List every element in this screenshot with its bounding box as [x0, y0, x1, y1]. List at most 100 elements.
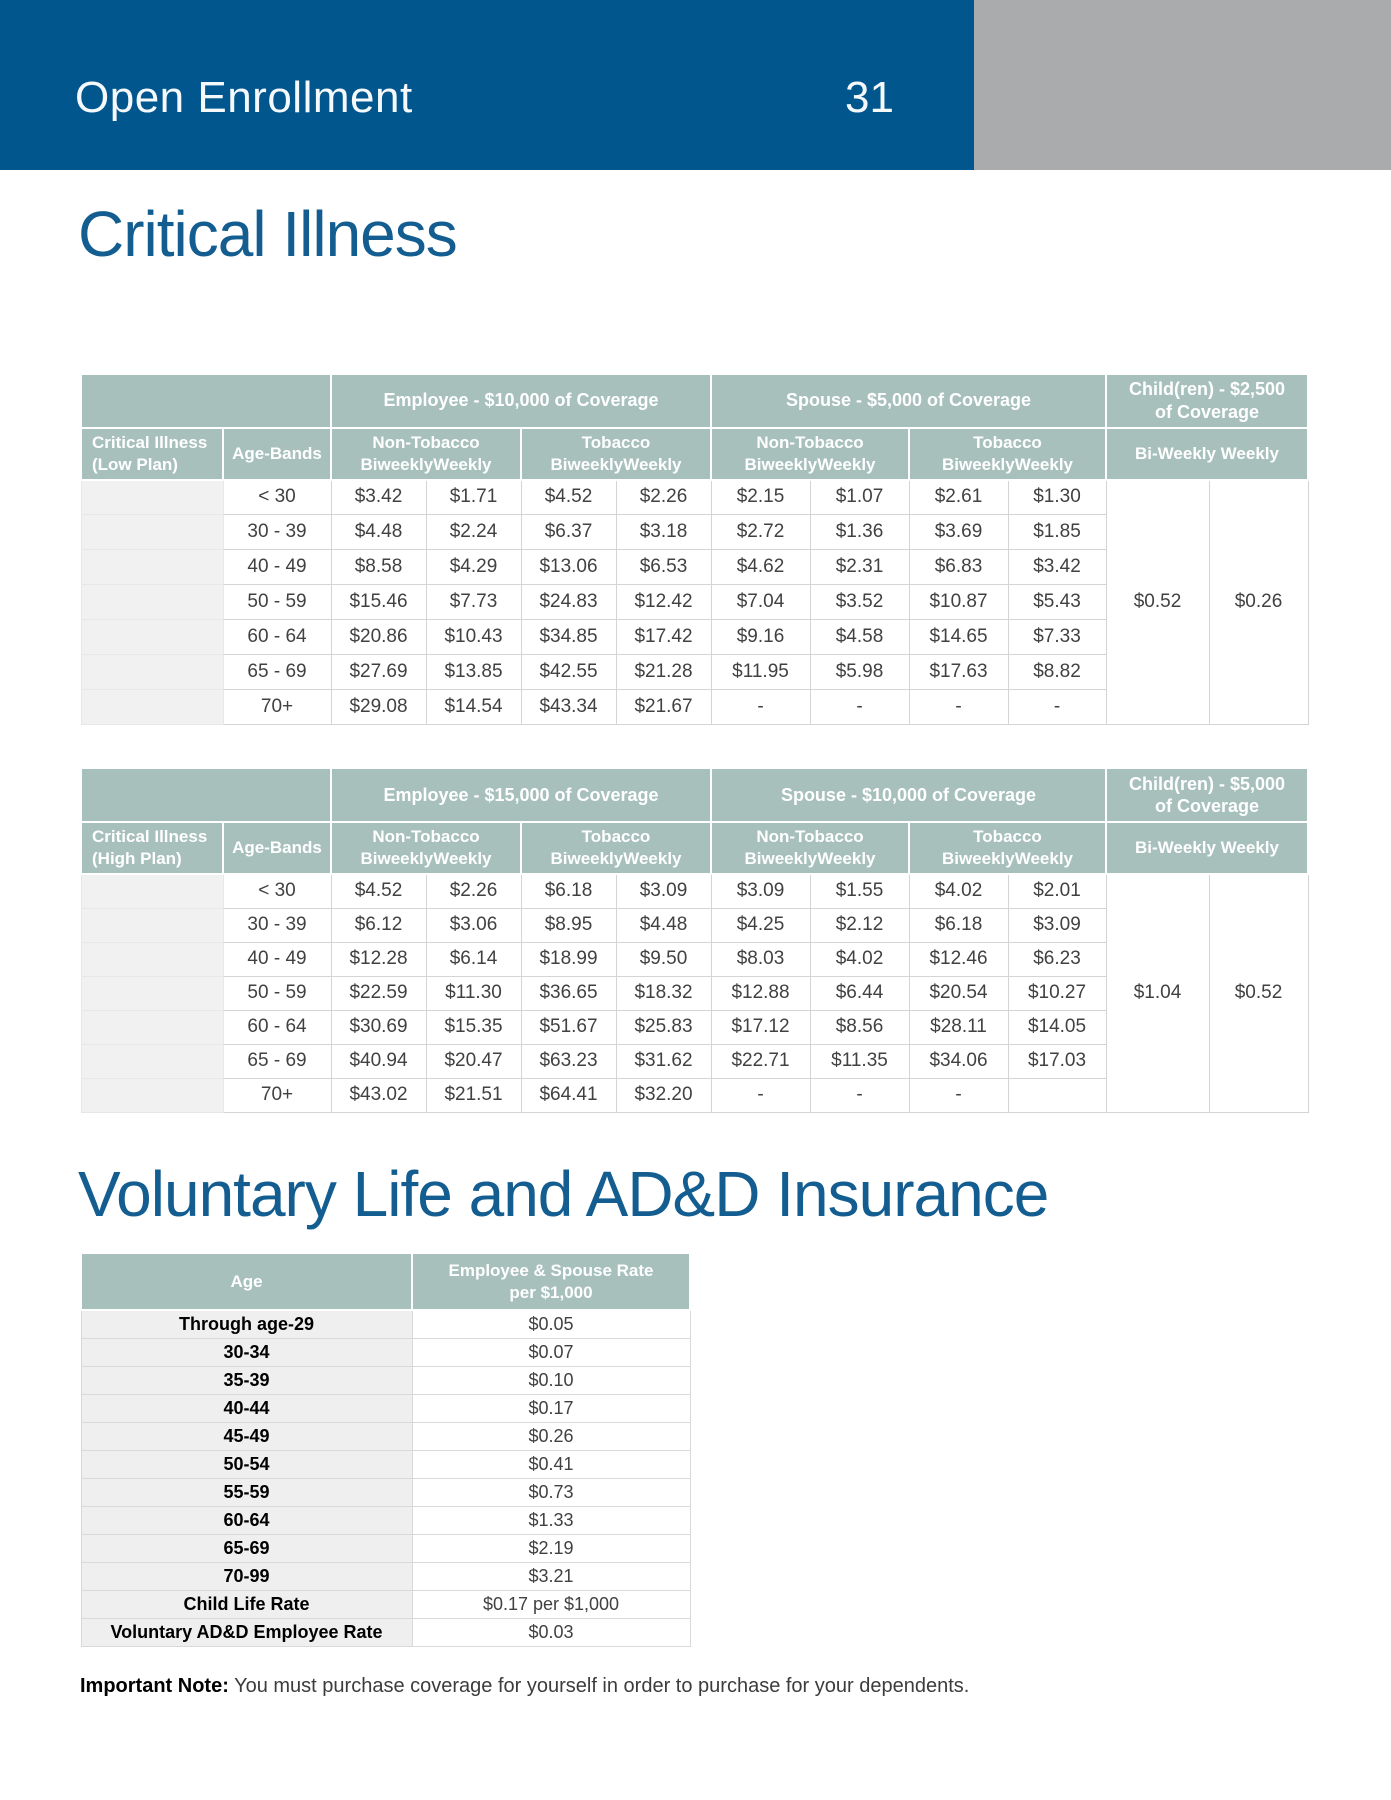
rate-cell: $1.30 [1007, 479, 1107, 516]
rate-cell: $6.12 [330, 907, 427, 943]
frequency-label: BiweeklyWeekly [550, 849, 682, 869]
table-row: 45-49 $0.26 [80, 1421, 691, 1451]
rate-cell: $1.33 [411, 1505, 691, 1535]
rate-cell: $34.85 [520, 619, 617, 656]
rate-cell: $3.09 [615, 873, 712, 909]
rate-cell: $31.62 [615, 1043, 712, 1079]
child-weekly-rate-cell: $0.26 [1208, 479, 1309, 726]
rate-cell: $14.05 [1007, 1009, 1107, 1045]
rate-cell: $3.09 [710, 873, 811, 909]
age-cell: 70+ [222, 1077, 332, 1113]
page-number: 31 [845, 73, 894, 122]
table-row: 60-64 $1.33 [80, 1505, 691, 1535]
spouse-non-tobacco-header: Non-Tobacco BiweeklyWeekly [710, 821, 910, 876]
rate-cell: $22.71 [710, 1043, 811, 1079]
rate-cell: $5.43 [1007, 584, 1107, 621]
rate-cell: $3.69 [908, 514, 1009, 551]
rate-cell: - [809, 689, 910, 726]
employee-non-tobacco-header: Non-Tobacco BiweeklyWeekly [330, 426, 522, 481]
plan-cell [80, 941, 224, 977]
frequency-label: BiweeklyWeekly [744, 454, 876, 474]
plan-cell [80, 1009, 224, 1045]
rate-cell: $8.58 [330, 549, 427, 586]
age-band-cell: 40-44 [80, 1393, 413, 1423]
life-header-row: Age Employee & Spouse Rate per $1,000 [80, 1252, 691, 1312]
table-row: 50 - 59 $15.46 $7.73 $24.83 $12.42 $7.04… [80, 584, 1308, 621]
rate-cell: $17.03 [1007, 1043, 1107, 1079]
rate-cell: $20.86 [330, 619, 427, 656]
rate-cell: $2.26 [615, 479, 712, 516]
employee-coverage-header: Employee - $15,000 of Coverage [330, 767, 712, 824]
rate-cell: $5.98 [809, 654, 910, 691]
plan-cell [80, 619, 224, 656]
rate-cell: $1.85 [1007, 514, 1107, 551]
age-cell: 70+ [222, 689, 332, 726]
rate-cell: $2.12 [809, 907, 910, 943]
frequency-label: BiweeklyWeekly [941, 849, 1074, 869]
rate-cell: $8.82 [1007, 654, 1107, 691]
rate-cell: $9.50 [615, 941, 712, 977]
employee-coverage-header: Employee - $10,000 of Coverage [330, 372, 712, 429]
important-note-label: Important Note: [80, 1674, 229, 1697]
rate-cell: $11.95 [710, 654, 811, 691]
table-row: 30 - 39 $4.48 $2.24 $6.37 $3.18 $2.72 $1… [80, 514, 1308, 551]
employee-non-tobacco-header: Non-Tobacco BiweeklyWeekly [330, 821, 522, 876]
table-row: 65 - 69 $27.69 $13.85 $42.55 $21.28 $11.… [80, 654, 1308, 691]
age-cell: 30 - 39 [222, 514, 332, 551]
rate-cell: $22.59 [330, 975, 427, 1011]
spouse-tobacco-header: Tobacco BiweeklyWeekly [908, 426, 1107, 481]
rate-cell: $17.12 [710, 1009, 811, 1045]
group-header-row: Employee - $10,000 of Coverage Spouse - … [80, 372, 1309, 429]
age-bands-header: Age-Bands [222, 426, 332, 481]
rate-cell: $4.58 [809, 619, 910, 656]
age-cell: 50 - 59 [222, 584, 332, 621]
rate-cell: $1.36 [809, 514, 910, 551]
rate-cell: $51.67 [520, 1009, 617, 1045]
employee-tobacco-header: Tobacco BiweeklyWeekly [520, 821, 712, 876]
rate-cell: $6.53 [615, 549, 712, 586]
non-tobacco-label: Non-Tobacco [756, 432, 864, 452]
rate-cell: $30.69 [330, 1009, 427, 1045]
age-cell: 65 - 69 [222, 654, 332, 691]
rate-cell: $6.37 [520, 514, 617, 551]
rate-cell: $0.17 per $1,000 [411, 1589, 691, 1619]
rate-cell: $9.16 [710, 619, 811, 656]
rate-cell: $4.52 [520, 479, 617, 516]
table-row: Through age-29 $0.05 [80, 1309, 691, 1339]
page-banner: Open Enrollment 31 [0, 0, 1391, 170]
child-coverage-header: Child(ren) - $2,500 of Coverage [1105, 372, 1309, 429]
rate-cell: $3.18 [615, 514, 712, 551]
rate-cell: $8.95 [520, 907, 617, 943]
rate-cell: $1.55 [809, 873, 910, 909]
corner-cell [80, 372, 332, 429]
corner-cell [80, 767, 332, 824]
age-band-cell: Through age-29 [80, 1309, 413, 1339]
table-row: Child Life Rate $0.17 per $1,000 [80, 1589, 691, 1619]
rate-cell: $0.41 [411, 1449, 691, 1479]
age-bands-header: Age-Bands [222, 821, 332, 876]
critical-illness-high-plan-table: Employee - $15,000 of Coverage Spouse - … [80, 767, 1309, 1113]
age-band-cell: Child Life Rate [80, 1589, 413, 1619]
rate-cell: $2.31 [809, 549, 910, 586]
rate-cell: $12.46 [908, 941, 1009, 977]
rate-cell: $3.21 [411, 1561, 691, 1591]
table-row: < 30 $3.42 $1.71 $4.52 $2.26 $2.15 $1.07… [80, 479, 1309, 726]
plan-cell [80, 549, 224, 586]
spouse-coverage-header: Spouse - $10,000 of Coverage [710, 767, 1107, 824]
rate-header-label: Employee & Spouse Rate [448, 1260, 654, 1280]
tobacco-label: Tobacco [973, 432, 1042, 452]
table-row: 40 - 49 $12.28 $6.14 $18.99 $9.50 $8.03 … [80, 941, 1308, 977]
rate-cell: $8.56 [809, 1009, 910, 1045]
rate-cell: $3.09 [1007, 907, 1107, 943]
non-tobacco-label: Non-Tobacco [372, 827, 480, 846]
rate-cell: $64.41 [520, 1077, 617, 1113]
table-row: 70-99 $3.21 [80, 1561, 691, 1591]
rate-cell: $2.61 [908, 479, 1009, 516]
rate-cell: - [710, 1077, 811, 1113]
age-cell: < 30 [222, 873, 332, 909]
rate-cell: $4.29 [425, 549, 522, 586]
rate-cell: $13.85 [425, 654, 522, 691]
table-row: 30 - 39 $6.12 $3.06 $8.95 $4.48 $4.25 $2… [80, 907, 1308, 943]
rate-cell: $4.25 [710, 907, 811, 943]
